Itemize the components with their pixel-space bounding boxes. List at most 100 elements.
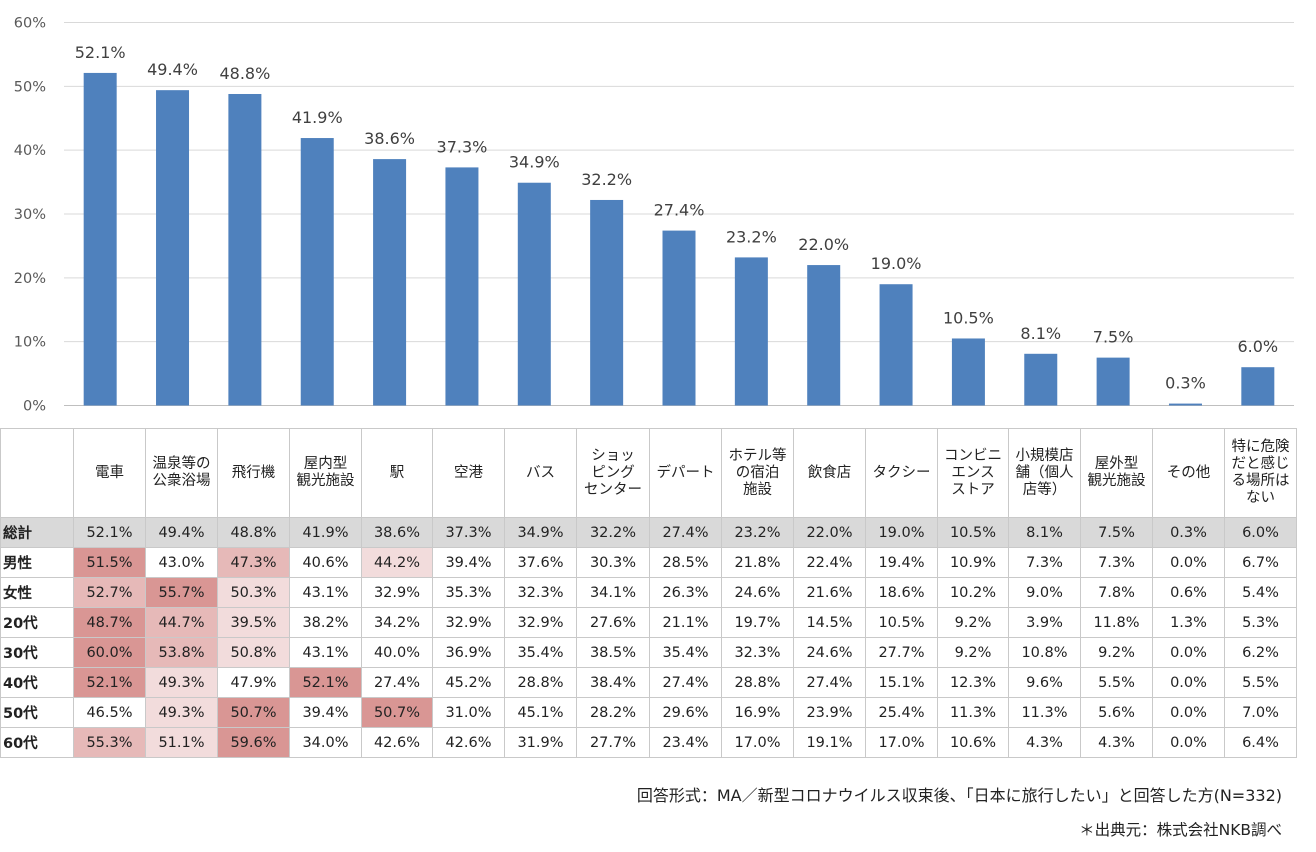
table-cell: 8.1%: [1008, 517, 1081, 548]
column-header-label: 屋外型 観光施設: [1087, 456, 1146, 489]
table-cell: 9.0%: [1008, 577, 1081, 608]
table-cell: 5.5%: [1224, 667, 1297, 698]
table-cell: 21.1%: [649, 607, 722, 638]
bar-data-label: 22.0%: [798, 235, 849, 254]
table-cell: 38.4%: [576, 667, 650, 698]
bar-data-label: 48.8%: [219, 64, 270, 83]
column-header: 飛行機: [217, 428, 290, 518]
table-cell: 5.4%: [1224, 577, 1297, 608]
table-cell: 41.9%: [289, 517, 362, 548]
table-cell: 12.3%: [937, 667, 1009, 698]
table-cell: 6.4%: [1224, 727, 1297, 758]
bar: [156, 90, 190, 406]
table-cell: 19.0%: [865, 517, 938, 548]
column-header-label: 駅: [389, 464, 405, 481]
table-cell: 4.3%: [1080, 727, 1153, 758]
bar-data-label: 37.3%: [437, 137, 488, 156]
table-cell: 32.9%: [432, 607, 505, 638]
table-cell: 32.2%: [576, 517, 650, 548]
table-cell: 52.1%: [73, 667, 146, 698]
table-cell: 34.2%: [361, 607, 433, 638]
row-label: 女性: [0, 577, 74, 608]
y-tick-label: 0%: [23, 399, 46, 415]
table-cell: 10.2%: [937, 577, 1009, 608]
row-label: 総計: [0, 517, 74, 548]
table-cell: 34.1%: [576, 577, 650, 608]
column-header: 温泉等の 公衆浴場: [145, 428, 218, 518]
table-cell: 17.0%: [865, 727, 938, 758]
bar-data-label: 8.1%: [1020, 324, 1061, 343]
table-cell: 50.8%: [217, 637, 290, 668]
column-header-label: 温泉等の 公衆浴場: [152, 456, 211, 489]
bar: [590, 199, 624, 406]
bar: [1241, 367, 1275, 406]
column-header: 空港: [432, 428, 505, 518]
y-tick-label: 40%: [14, 143, 46, 159]
table-cell: 7.3%: [1008, 547, 1081, 578]
table-cell: 47.9%: [217, 667, 290, 698]
source-note: ＊出典元：株式会社NKB調べ: [1079, 821, 1282, 839]
table-cell: 19.1%: [793, 727, 866, 758]
bar: [373, 159, 407, 406]
table-cell: 7.5%: [1080, 517, 1153, 548]
table-cell: 49.4%: [145, 517, 218, 548]
column-header: 電車: [73, 428, 146, 518]
table-cell: 10.8%: [1008, 637, 1081, 668]
table-cell: 46.5%: [73, 697, 146, 728]
bar: [1024, 353, 1058, 406]
column-header-label: ホテル等 の宿泊 施設: [728, 447, 787, 498]
y-tick-label: 50%: [14, 79, 46, 95]
y-tick-label: 30%: [14, 207, 46, 223]
column-header: 小規模店 舗（個人 店等）: [1008, 428, 1081, 518]
table-cell: 6.7%: [1224, 547, 1297, 578]
column-header: ホテル等 の宿泊 施設: [721, 428, 794, 518]
column-header: ショッ ピング センター: [576, 428, 650, 518]
bar: [879, 284, 913, 406]
bar: [445, 167, 479, 406]
column-header-label: バス: [526, 464, 555, 481]
table-cell: 35.4%: [504, 637, 577, 668]
bar-data-label: 23.2%: [726, 227, 777, 246]
table-cell: 52.1%: [289, 667, 362, 698]
column-header-label: 飛行機: [231, 464, 276, 481]
bar-data-label: 19.0%: [871, 254, 922, 273]
table-cell: 31.0%: [432, 697, 505, 728]
table-cell: 48.8%: [217, 517, 290, 548]
table-cell: 14.5%: [793, 607, 866, 638]
table-cell: 0.6%: [1152, 577, 1225, 608]
table-cell: 35.4%: [649, 637, 722, 668]
table-cell: 39.4%: [289, 697, 362, 728]
table-cell: 32.9%: [361, 577, 433, 608]
table-cell: 26.3%: [649, 577, 722, 608]
table-cell: 35.3%: [432, 577, 505, 608]
table-cell: 59.6%: [217, 727, 290, 758]
table-cell: 47.3%: [217, 547, 290, 578]
table-cell: 6.2%: [1224, 637, 1297, 668]
bar-data-label: 27.4%: [654, 201, 705, 220]
table-cell: 11.8%: [1080, 607, 1153, 638]
table-cell: 7.3%: [1080, 547, 1153, 578]
table-cell: 0.0%: [1152, 697, 1225, 728]
column-header: タクシー: [865, 428, 938, 518]
bar: [300, 138, 334, 406]
row-label: 60代: [0, 727, 74, 758]
row-label: 男性: [0, 547, 74, 578]
y-tick-label: 10%: [14, 335, 46, 351]
table-cell: 0.0%: [1152, 727, 1225, 758]
table-cell: 36.9%: [432, 637, 505, 668]
table-cell: 27.7%: [576, 727, 650, 758]
bar: [662, 230, 696, 406]
bar-data-label: 34.9%: [509, 153, 560, 172]
table-cell: 15.1%: [865, 667, 938, 698]
column-header: バス: [504, 428, 577, 518]
table-cell: 24.6%: [721, 577, 794, 608]
table-row: 男性 51.5% 43.0% 47.3% 40.6% 44.2% 39.4% 37.6% 30.…: [0, 547, 1297, 578]
table-cell: 43.1%: [289, 637, 362, 668]
table-cell: 21.8%: [721, 547, 794, 578]
table-cell: 39.4%: [432, 547, 505, 578]
table-cell: 16.9%: [721, 697, 794, 728]
table-cell: 32.3%: [504, 577, 577, 608]
table-cell: 38.2%: [289, 607, 362, 638]
table-cell: 21.6%: [793, 577, 866, 608]
bar: [1096, 357, 1130, 406]
